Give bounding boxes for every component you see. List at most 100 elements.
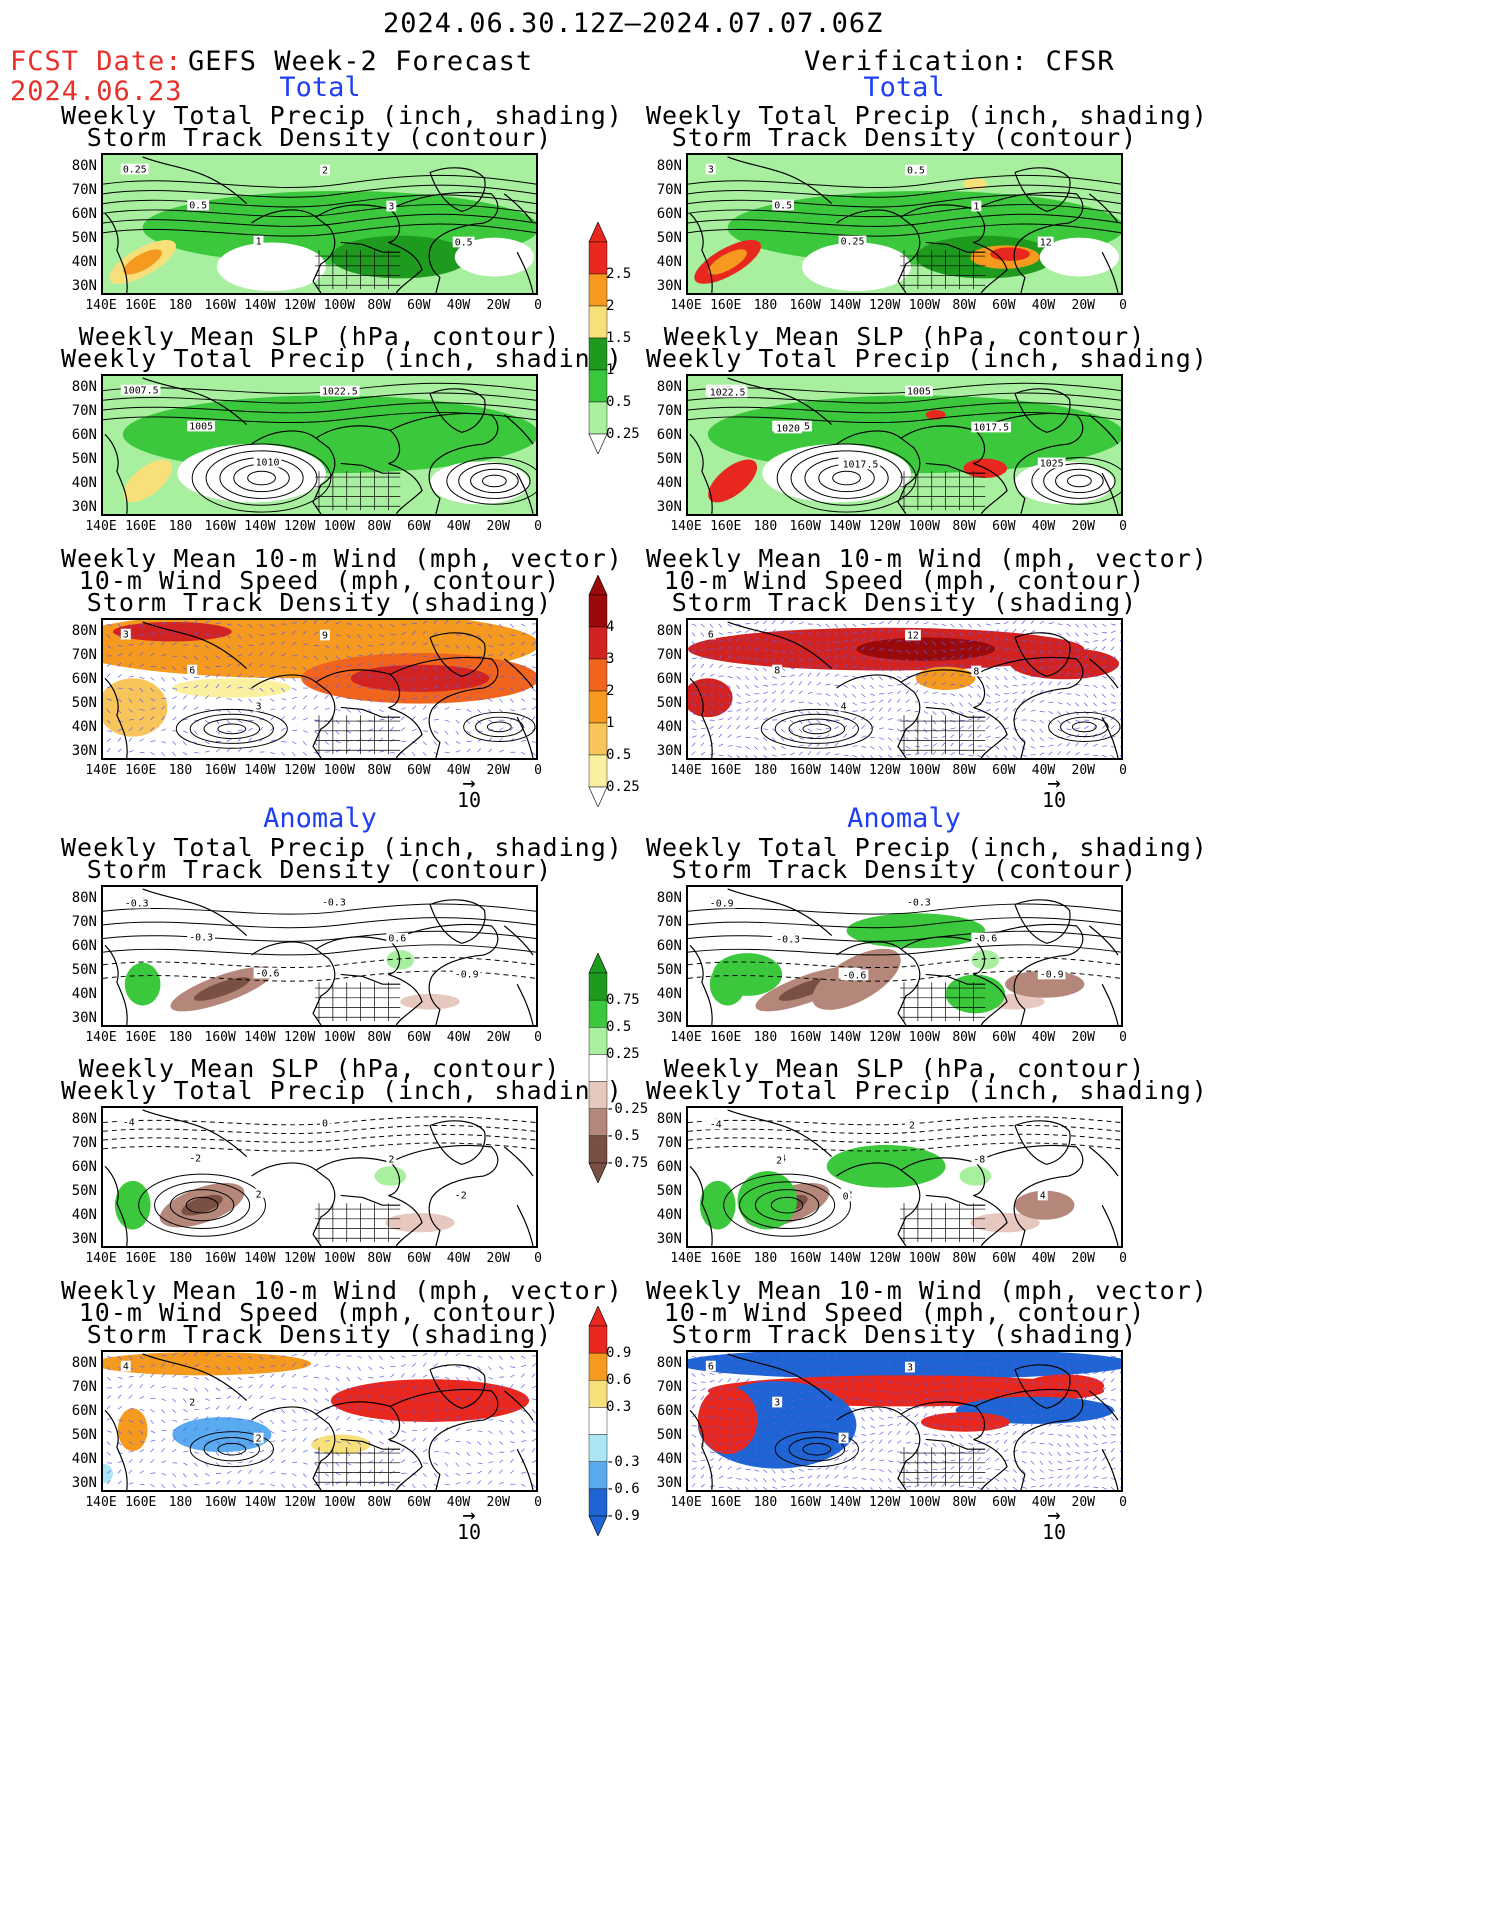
wet-anomaly xyxy=(124,962,161,1006)
colorbar-label: 2 xyxy=(606,683,615,699)
left-panel-5-lon-tick: 120W xyxy=(283,1251,316,1266)
colorbar-segment xyxy=(588,1380,608,1408)
contour-label: 1017.5 xyxy=(843,459,879,470)
right-panel-1-lon-tick: 120W xyxy=(868,298,901,313)
left-panel-1-lon-tick: 60W xyxy=(407,298,431,313)
colorbar-precip_total-svg xyxy=(588,221,608,455)
state-borders xyxy=(900,1203,986,1243)
colorbar-label: 0.5 xyxy=(606,394,632,410)
precip-max-core xyxy=(708,249,747,275)
right-panel-4-lon-tick: 140E xyxy=(670,1030,702,1045)
storm-anomaly-neg xyxy=(103,1463,113,1484)
right-panel-1-map: 3 0.5 0.25 0.5 1 12 xyxy=(686,153,1123,295)
precip-max xyxy=(708,459,758,503)
left-panel-1-lat-tick: 30N xyxy=(71,278,97,294)
colorbar-segment xyxy=(588,305,608,339)
left-panel-4-lat-tick: 60N xyxy=(71,938,97,954)
colorbar-segment xyxy=(588,1461,608,1490)
right-panel-6-title-line-2: 10-m Wind Speed (mph, contour) xyxy=(663,1298,1146,1327)
right-panel-2-lon-tick: 160W xyxy=(789,519,821,534)
contour-label: 0.6 xyxy=(388,934,406,945)
left-panel-6-reference-vector: → 10 xyxy=(439,1503,499,1543)
coastline-overlay xyxy=(689,1353,1119,1490)
right-panel-1-lon-tick: 60W xyxy=(992,298,1016,313)
closed-contour xyxy=(217,723,247,735)
left-panel-2-lat-tick: 60N xyxy=(71,427,97,443)
closed-contour xyxy=(790,450,903,506)
right-panel-1-lat-tick: 40N xyxy=(656,254,682,270)
right-panel-3-map-svg: 6 8 4 12 8 xyxy=(688,620,1121,758)
colorbar-segment xyxy=(588,626,608,660)
right-panel-3-lon-tick: 20W xyxy=(1071,763,1095,778)
wave-contour xyxy=(103,903,536,915)
left-panel-6-title-line-1: Weekly Mean 10-m Wind (mph, vector) xyxy=(61,1276,623,1305)
colorbar-precip_total: 2.5 2 1.5 1 0.5 0.25 xyxy=(588,221,658,455)
left-column-title: GEFS Week-2 Forecast xyxy=(188,46,534,77)
left-panel-3-lon-tick: 60W xyxy=(407,763,431,778)
storm-track-core xyxy=(112,621,232,642)
right-panel-2-lon-tick: 160E xyxy=(710,519,742,534)
contour-label: 2 xyxy=(909,1120,915,1131)
storm-anomaly-pos xyxy=(103,1352,312,1376)
right-panel-6-map-svg: 6 3 2 3 xyxy=(688,1352,1121,1490)
left-panel-5-lat-tick: 50N xyxy=(71,1183,97,1199)
colorbar-storm_total: 4 3 2 1 0.5 0.25 xyxy=(588,574,658,808)
right-panel-2-lon-tick: 180 xyxy=(753,519,778,534)
right-panel-1-lon-tick: 160E xyxy=(710,298,742,313)
reference-vector-arrow: → xyxy=(462,1503,476,1528)
left-panel-2-lon-tick: 180 xyxy=(168,519,193,534)
closed-contour xyxy=(154,1181,251,1229)
right-panel-2-lon-tick: 120W xyxy=(868,519,901,534)
right-panel-5-lat-tick: 30N xyxy=(656,1231,682,1247)
left-panel-6-lon-tick: 160W xyxy=(204,1495,236,1510)
right-panel-6-lat-tick: 50N xyxy=(656,1427,682,1443)
left-panel-6-title-line-3: Storm Track Density (shading) xyxy=(86,1320,553,1349)
storm-anomaly-pos xyxy=(330,1379,530,1422)
right-panel-6-lon-tick: 20W xyxy=(1071,1495,1095,1510)
colorbar-label: 0.25 xyxy=(606,779,640,795)
colorbar-label: -0.5 xyxy=(606,1127,640,1144)
right-panel-3-lat-tick: 50N xyxy=(656,695,682,711)
right-panel-2-lon-tick: 140W xyxy=(829,519,861,534)
closed-contour xyxy=(219,457,304,499)
right-panel-3-lon-tick: 40W xyxy=(1031,763,1056,778)
coastline-overlay xyxy=(104,1109,534,1246)
left-panel-1-lon-tick: 80W xyxy=(367,298,391,313)
right-panel-4-lon-tick: 20W xyxy=(1071,1030,1095,1045)
left-panel-3-lat-tick: 80N xyxy=(71,623,97,639)
colorbar-storm_anom-svg xyxy=(588,1305,608,1537)
right-panel-4-lon-tick: 160W xyxy=(789,1030,821,1045)
left-panel-4-lat-tick: 40N xyxy=(71,986,97,1002)
closed-contour xyxy=(760,708,873,749)
contour-label: 1 xyxy=(973,202,979,213)
wave-contour xyxy=(688,1116,1121,1126)
right-panel-6-lon-tick: 160W xyxy=(789,1495,821,1510)
state-borders xyxy=(315,982,401,1022)
colorbar-label: 0.25 xyxy=(606,1046,640,1063)
wave-contour xyxy=(688,392,1121,404)
right-panel-6-map: 6 3 2 3 xyxy=(686,1350,1123,1492)
storm-track-band xyxy=(103,678,168,737)
right-panel-2-lon-tick: 0 xyxy=(1119,519,1127,534)
storm-anomaly-pos xyxy=(311,1434,371,1455)
colorbar-storm_total-svg xyxy=(588,574,608,808)
closed-contour xyxy=(175,708,288,749)
right-panel-6-lat-tick: 60N xyxy=(656,1403,682,1419)
left-panel-1-title-line-1: Weekly Total Precip (inch, shading) xyxy=(61,101,623,130)
right-panel-2-lat-tick: 60N xyxy=(656,427,682,443)
wet-anomaly xyxy=(959,1166,992,1186)
contour-label: 0 xyxy=(843,1191,849,1202)
left-panel-2-lat-tick: 40N xyxy=(71,475,97,491)
right-panel-5-lon-tick: 40W xyxy=(1031,1251,1056,1266)
right-panel-3-lat-tick: 60N xyxy=(656,671,682,687)
right-panel-5-lon-tick: 60W xyxy=(992,1251,1016,1266)
right-panel-3-title-line-2: 10-m Wind Speed (mph, contour) xyxy=(663,566,1146,595)
coastline-overlay xyxy=(689,888,1119,1025)
closed-contour xyxy=(205,450,318,506)
contour-label: 0.25 xyxy=(841,236,865,247)
contour-label: -0.6 xyxy=(973,934,997,945)
colorbar-segment xyxy=(588,658,608,692)
left-panel-2-title-line-2: Weekly Total Precip (inch, shading) xyxy=(61,344,623,373)
right-panel-5-lon-tick: 20W xyxy=(1071,1251,1095,1266)
